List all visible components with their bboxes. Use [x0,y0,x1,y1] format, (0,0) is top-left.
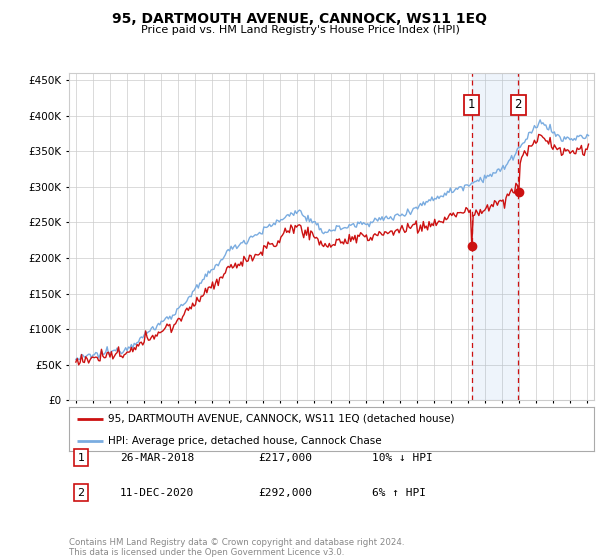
Text: 1: 1 [468,99,475,111]
Text: 2: 2 [77,488,85,498]
Text: 10% ↓ HPI: 10% ↓ HPI [372,452,433,463]
Text: Price paid vs. HM Land Registry's House Price Index (HPI): Price paid vs. HM Land Registry's House … [140,25,460,35]
Text: 6% ↑ HPI: 6% ↑ HPI [372,488,426,498]
Text: 2: 2 [514,99,522,111]
Text: 11-DEC-2020: 11-DEC-2020 [120,488,194,498]
Text: 95, DARTMOUTH AVENUE, CANNOCK, WS11 1EQ (detached house): 95, DARTMOUTH AVENUE, CANNOCK, WS11 1EQ … [109,414,455,424]
Text: 1: 1 [77,452,85,463]
Text: HPI: Average price, detached house, Cannock Chase: HPI: Average price, detached house, Cann… [109,436,382,446]
Text: 26-MAR-2018: 26-MAR-2018 [120,452,194,463]
Text: £292,000: £292,000 [258,488,312,498]
Text: £217,000: £217,000 [258,452,312,463]
Text: Contains HM Land Registry data © Crown copyright and database right 2024.
This d: Contains HM Land Registry data © Crown c… [69,538,404,557]
Text: 95, DARTMOUTH AVENUE, CANNOCK, WS11 1EQ: 95, DARTMOUTH AVENUE, CANNOCK, WS11 1EQ [113,12,487,26]
Bar [472,73,518,400]
